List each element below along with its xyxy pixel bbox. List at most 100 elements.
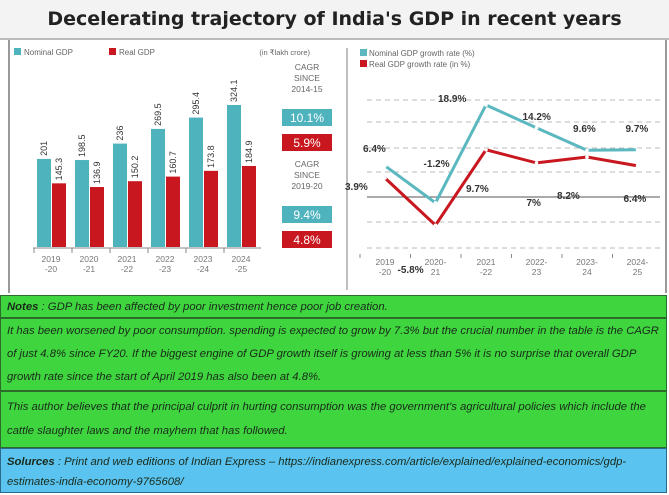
bar-value-label: 145.3	[54, 158, 64, 181]
data-label: 9.6%	[573, 124, 596, 135]
bar-real	[128, 181, 142, 247]
cagr-real-box	[282, 231, 332, 248]
x-tick-label: -25	[235, 264, 248, 274]
data-label: 9.7%	[466, 184, 489, 195]
data-label: 8.2%	[557, 191, 580, 202]
bar-real	[90, 187, 104, 247]
bar-value-label: 160.7	[168, 151, 178, 174]
data-point	[585, 148, 589, 153]
bar-value-label: 184.9	[244, 140, 254, 163]
bar-value-label: 136.9	[92, 161, 102, 184]
charts-panel: Nominal GDP Real GDP (in ₹lakh crore) 201 14…	[8, 40, 667, 293]
legend-swatch	[14, 48, 21, 55]
data-point	[383, 176, 387, 180]
cagr-label: SINCE	[294, 170, 320, 180]
bar-real	[52, 183, 66, 247]
x-tick-label: 2023-	[576, 257, 598, 267]
bar-value-label: 269.5	[153, 103, 163, 126]
x-tick-label: -20	[379, 267, 392, 277]
line-real	[383, 148, 638, 228]
x-tick-label: 2021	[477, 257, 496, 267]
cagr-label: CAGR	[295, 62, 320, 72]
bar-value-label: 324.1	[229, 79, 239, 102]
x-tick-label: 2021	[118, 254, 137, 264]
x-tick-label: 2019	[376, 257, 395, 267]
cagr-real-value: 4.8%	[293, 233, 321, 247]
x-tick-label: 2022	[156, 254, 175, 264]
x-tick-label: -22	[480, 267, 493, 277]
legend-label: Nominal GDP	[24, 48, 73, 57]
x-tick-label: 2020	[80, 254, 99, 264]
line-nominal	[384, 103, 638, 206]
x-tick-label: 21	[431, 267, 441, 277]
bar-nominal	[37, 158, 51, 247]
bar-value-label: 201	[39, 141, 49, 156]
x-tick-label: -20	[45, 264, 58, 274]
legend-label: Nominal GDP growth rate (%)	[369, 49, 475, 58]
x-tick-label: 2024-	[627, 257, 649, 267]
sources-label: Solurces	[7, 456, 55, 468]
data-point	[635, 147, 640, 152]
bar-real	[242, 165, 256, 247]
bar-value-label: 236	[115, 126, 125, 141]
note-1: Notes : GDP has been affected by poor in…	[0, 295, 667, 318]
sources-text[interactable]: : Print and web editions of Indian Expre…	[7, 456, 627, 488]
cagr-label: 2019-20	[291, 181, 322, 191]
legend-label: Real GDP	[119, 48, 155, 57]
x-tick-label: -24	[197, 264, 210, 274]
legend-swatch	[109, 48, 116, 55]
cagr-real-value: 5.9%	[293, 136, 321, 150]
x-tick-label: 23	[532, 267, 542, 277]
x-tick-label: 2023	[194, 254, 213, 264]
legend-swatch	[360, 49, 367, 56]
data-point	[433, 223, 438, 228]
cagr-label: SINCE	[294, 73, 320, 83]
legend-swatch	[360, 60, 367, 67]
data-label: 9.7%	[626, 124, 649, 135]
bar-value-label: 295.4	[191, 92, 201, 115]
x-tick-label: -21	[83, 264, 96, 274]
data-label: -5.8%	[398, 265, 424, 276]
cagr-nominal-value: 10.1%	[290, 111, 324, 125]
bar-nominal	[113, 143, 127, 247]
data-point	[534, 161, 539, 165]
cagr-nominal-box	[282, 206, 332, 223]
x-tick-label: -22	[121, 264, 134, 274]
bar-nominal	[75, 160, 89, 247]
data-label: 7%	[527, 198, 542, 209]
x-tick-label: -23	[159, 264, 172, 274]
bar-value-label: 150.2	[130, 156, 140, 179]
data-label: 14.2%	[523, 112, 551, 123]
data-point	[585, 155, 589, 159]
bar-nominal	[227, 105, 241, 247]
legend-label: Real GDP growth rate (in %)	[369, 60, 471, 69]
data-point	[484, 147, 488, 152]
data-label: 18.9%	[438, 94, 466, 105]
note-1-text: : GDP has been affected by poor investme…	[38, 301, 388, 313]
unit-label: (in ₹lakh crore)	[259, 48, 310, 57]
bar-real	[204, 170, 218, 247]
cagr-label: 2014-15	[291, 84, 322, 94]
x-tick-label: 2022-	[526, 257, 548, 267]
notes-label: Notes	[7, 301, 39, 313]
cagr-nominal-box	[282, 109, 332, 126]
data-point	[534, 126, 539, 130]
data-point	[484, 103, 488, 107]
x-tick-label: 25	[633, 267, 643, 277]
bar-nominal	[189, 117, 203, 247]
note-3: This author believes that the principal …	[0, 391, 667, 448]
x-tick-label: 2020-	[425, 257, 447, 267]
chart-title: Decelerating trajectory of India's GDP i…	[0, 0, 669, 40]
data-point	[433, 201, 438, 205]
bar-real	[166, 176, 180, 247]
x-tick-label: 2019	[42, 254, 61, 264]
x-tick-label: 24	[582, 267, 592, 277]
cagr-real-box	[282, 134, 332, 151]
data-point	[383, 164, 387, 168]
data-label: 6.4%	[624, 194, 647, 205]
data-point	[635, 164, 640, 168]
data-label: 3.9%	[345, 182, 368, 193]
cagr-label: CAGR	[295, 159, 320, 169]
bar-value-label: 173.8	[206, 145, 216, 168]
x-tick-label: 2024	[232, 254, 251, 264]
